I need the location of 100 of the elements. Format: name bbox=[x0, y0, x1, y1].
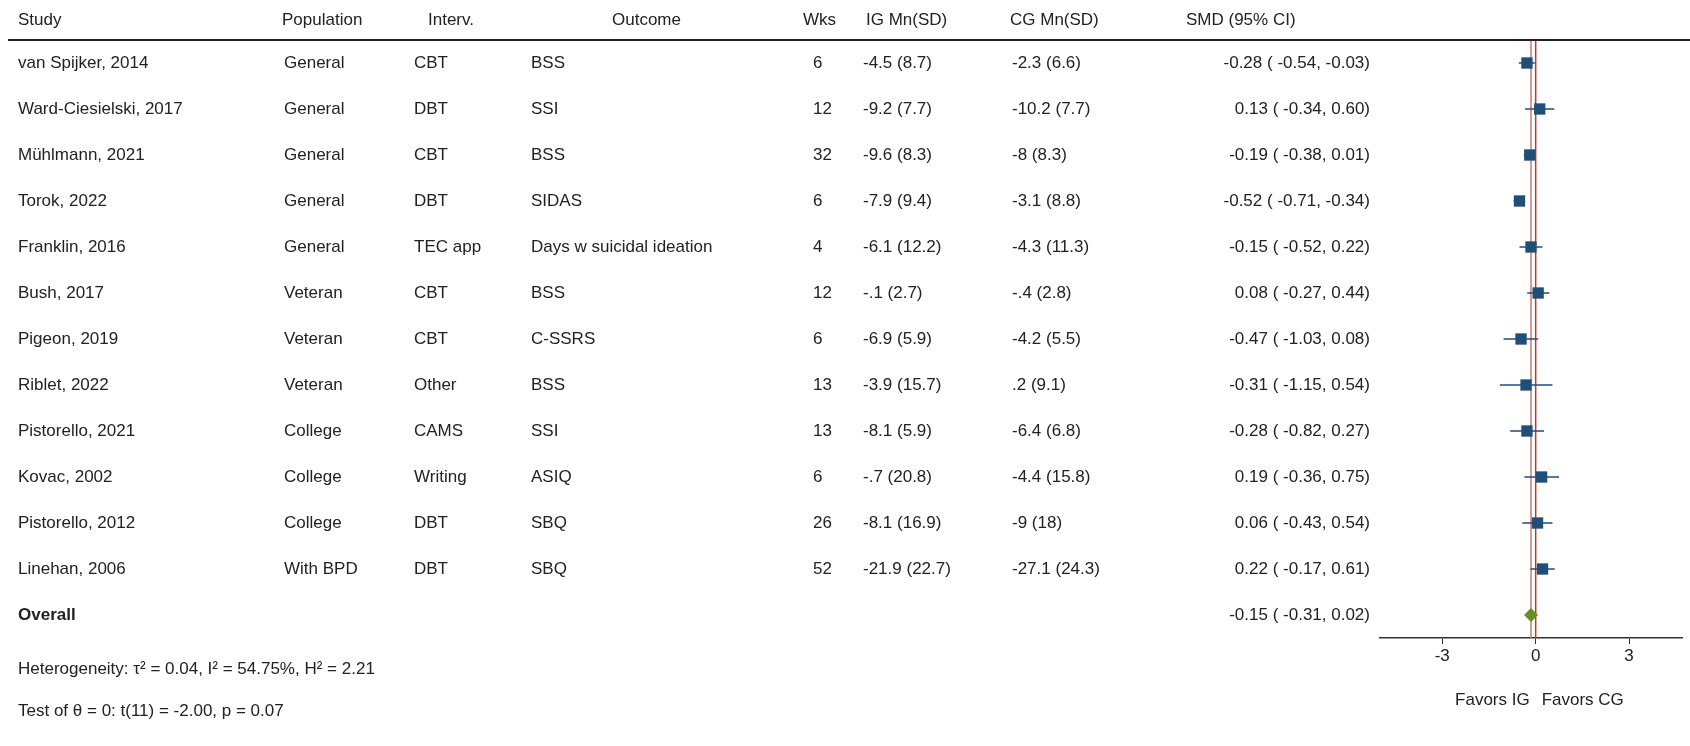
text: With BPD bbox=[284, 559, 358, 578]
text: General bbox=[284, 237, 345, 256]
text: Ward-Ciesielski, 2017 bbox=[18, 99, 183, 118]
text: Bush, 2017 bbox=[18, 283, 105, 302]
text: -0.28 ( -0.54, -0.03) bbox=[1223, 53, 1370, 72]
text: 6 bbox=[813, 329, 823, 348]
text: .2 (9.1) bbox=[1012, 375, 1066, 394]
text: -0.52 ( -0.71, -0.34) bbox=[1223, 191, 1370, 210]
text: BSS bbox=[531, 375, 566, 394]
text: Overall bbox=[18, 605, 76, 624]
text: -4.4 (15.8) bbox=[1012, 467, 1091, 486]
text: -0.31 ( -1.15, 0.54) bbox=[1229, 375, 1370, 394]
category-label: Outcome bbox=[612, 10, 681, 30]
text: Mühlmann, 2021 bbox=[18, 145, 145, 164]
text: -.7 (20.8) bbox=[863, 467, 932, 486]
text: TEC app bbox=[414, 237, 482, 256]
text: CBT bbox=[414, 145, 448, 164]
text: -9.2 (7.7) bbox=[863, 99, 932, 118]
text: van Spijker, 2014 bbox=[18, 53, 149, 72]
text: 13 bbox=[813, 375, 832, 394]
text: Veteran bbox=[284, 329, 343, 348]
text: 12 bbox=[813, 283, 832, 302]
text: 32 bbox=[813, 145, 832, 164]
category-label: Interv. bbox=[428, 10, 474, 30]
text: -8 (8.3) bbox=[1012, 145, 1067, 164]
text: College bbox=[284, 513, 342, 532]
text: -0.19 ( -0.38, 0.01) bbox=[1229, 145, 1370, 164]
text: General bbox=[284, 145, 345, 164]
text: General bbox=[284, 53, 345, 72]
text: DBT bbox=[414, 559, 448, 578]
text: Pistorello, 2012 bbox=[18, 513, 136, 532]
text: -6.9 (5.9) bbox=[863, 329, 932, 348]
text: -.4 (2.8) bbox=[1012, 283, 1072, 302]
text: -0.15 ( -0.52, 0.22) bbox=[1229, 237, 1370, 256]
text: -6.4 (6.8) bbox=[1012, 421, 1081, 440]
category-label: SMD (95% CI) bbox=[1186, 10, 1296, 30]
text: SSI bbox=[531, 99, 559, 118]
text: DBT bbox=[414, 191, 448, 210]
text: Heterogeneity: τ² = 0.04, I² = 54.75%, H² = 2.21 bbox=[18, 659, 375, 679]
text: Writing bbox=[414, 467, 467, 486]
text: C-SSRS bbox=[531, 329, 596, 348]
text: 26 bbox=[813, 513, 832, 532]
text: Days w suicidal ideation bbox=[531, 237, 713, 256]
text: BSS bbox=[531, 283, 566, 302]
x-tick-label: -3 bbox=[1434, 645, 1450, 665]
text: Veteran bbox=[284, 283, 343, 302]
text: -4.2 (5.5) bbox=[1012, 329, 1081, 348]
text: Other bbox=[414, 375, 457, 394]
text: -8.1 (16.9) bbox=[863, 513, 942, 532]
x-tick-label: 0 bbox=[1530, 645, 1541, 665]
text: 0.06 ( -0.43, 0.54) bbox=[1234, 513, 1370, 532]
text: -6.1 (12.2) bbox=[863, 237, 942, 256]
text: 4 bbox=[813, 237, 823, 256]
text: Test of θ = 0: t(11) = -2.00, p = 0.07 bbox=[18, 701, 284, 721]
text: 0.08 ( -0.27, 0.44) bbox=[1234, 283, 1370, 302]
category-label: Wks bbox=[803, 10, 837, 30]
text: CBT bbox=[414, 283, 448, 302]
x-tick-label: 3 bbox=[1624, 645, 1634, 665]
text: Torok, 2022 bbox=[18, 191, 107, 210]
category-label: Population bbox=[282, 10, 363, 30]
text: 0.19 ( -0.36, 0.75) bbox=[1234, 467, 1370, 486]
text: College bbox=[284, 467, 342, 486]
text: 0.13 ( -0.34, 0.60) bbox=[1234, 99, 1370, 118]
text: -2.3 (6.6) bbox=[1012, 53, 1081, 72]
text: -0.28 ( -0.82, 0.27) bbox=[1229, 421, 1370, 440]
text: Pigeon, 2019 bbox=[18, 329, 119, 348]
text: General bbox=[284, 99, 345, 118]
text: Linehan, 2006 bbox=[18, 559, 126, 578]
text: 6 bbox=[813, 191, 823, 210]
text: 0.22 ( -0.17, 0.61) bbox=[1234, 559, 1370, 578]
text: SSI bbox=[531, 421, 559, 440]
text: DBT bbox=[414, 99, 448, 118]
text: CAMS bbox=[414, 421, 464, 440]
text: 6 bbox=[813, 467, 823, 486]
text: -.1 (2.7) bbox=[863, 283, 923, 302]
text: -0.47 ( -1.03, 0.08) bbox=[1229, 329, 1370, 348]
text: Kovac, 2002 bbox=[18, 467, 113, 486]
text: -27.1 (24.3) bbox=[1012, 559, 1100, 578]
category-label: Study bbox=[18, 10, 62, 30]
text: Favors IG bbox=[1455, 689, 1530, 709]
text: Riblet, 2022 bbox=[18, 375, 109, 394]
text: -9 (18) bbox=[1012, 513, 1063, 532]
category-label: CG Mn(SD) bbox=[1010, 10, 1099, 30]
text: -3.9 (15.7) bbox=[863, 375, 942, 394]
category-label: IG Mn(SD) bbox=[866, 10, 948, 30]
text: 13 bbox=[813, 421, 832, 440]
text: -8.1 (5.9) bbox=[863, 421, 932, 440]
text: SIDAS bbox=[531, 191, 583, 210]
text: ASIQ bbox=[531, 467, 572, 486]
text: College bbox=[284, 421, 342, 440]
text: 12 bbox=[813, 99, 832, 118]
text: -7.9 (9.4) bbox=[863, 191, 932, 210]
text: BSS bbox=[531, 53, 566, 72]
text: -3.1 (8.8) bbox=[1012, 191, 1081, 210]
text: SBQ bbox=[531, 559, 567, 578]
text: -0.15 ( -0.31, 0.02) bbox=[1229, 605, 1370, 624]
text: Franklin, 2016 bbox=[18, 237, 126, 256]
text: -4.3 (11.3) bbox=[1012, 237, 1090, 256]
text: Veteran bbox=[284, 375, 343, 394]
text: -10.2 (7.7) bbox=[1012, 99, 1091, 118]
